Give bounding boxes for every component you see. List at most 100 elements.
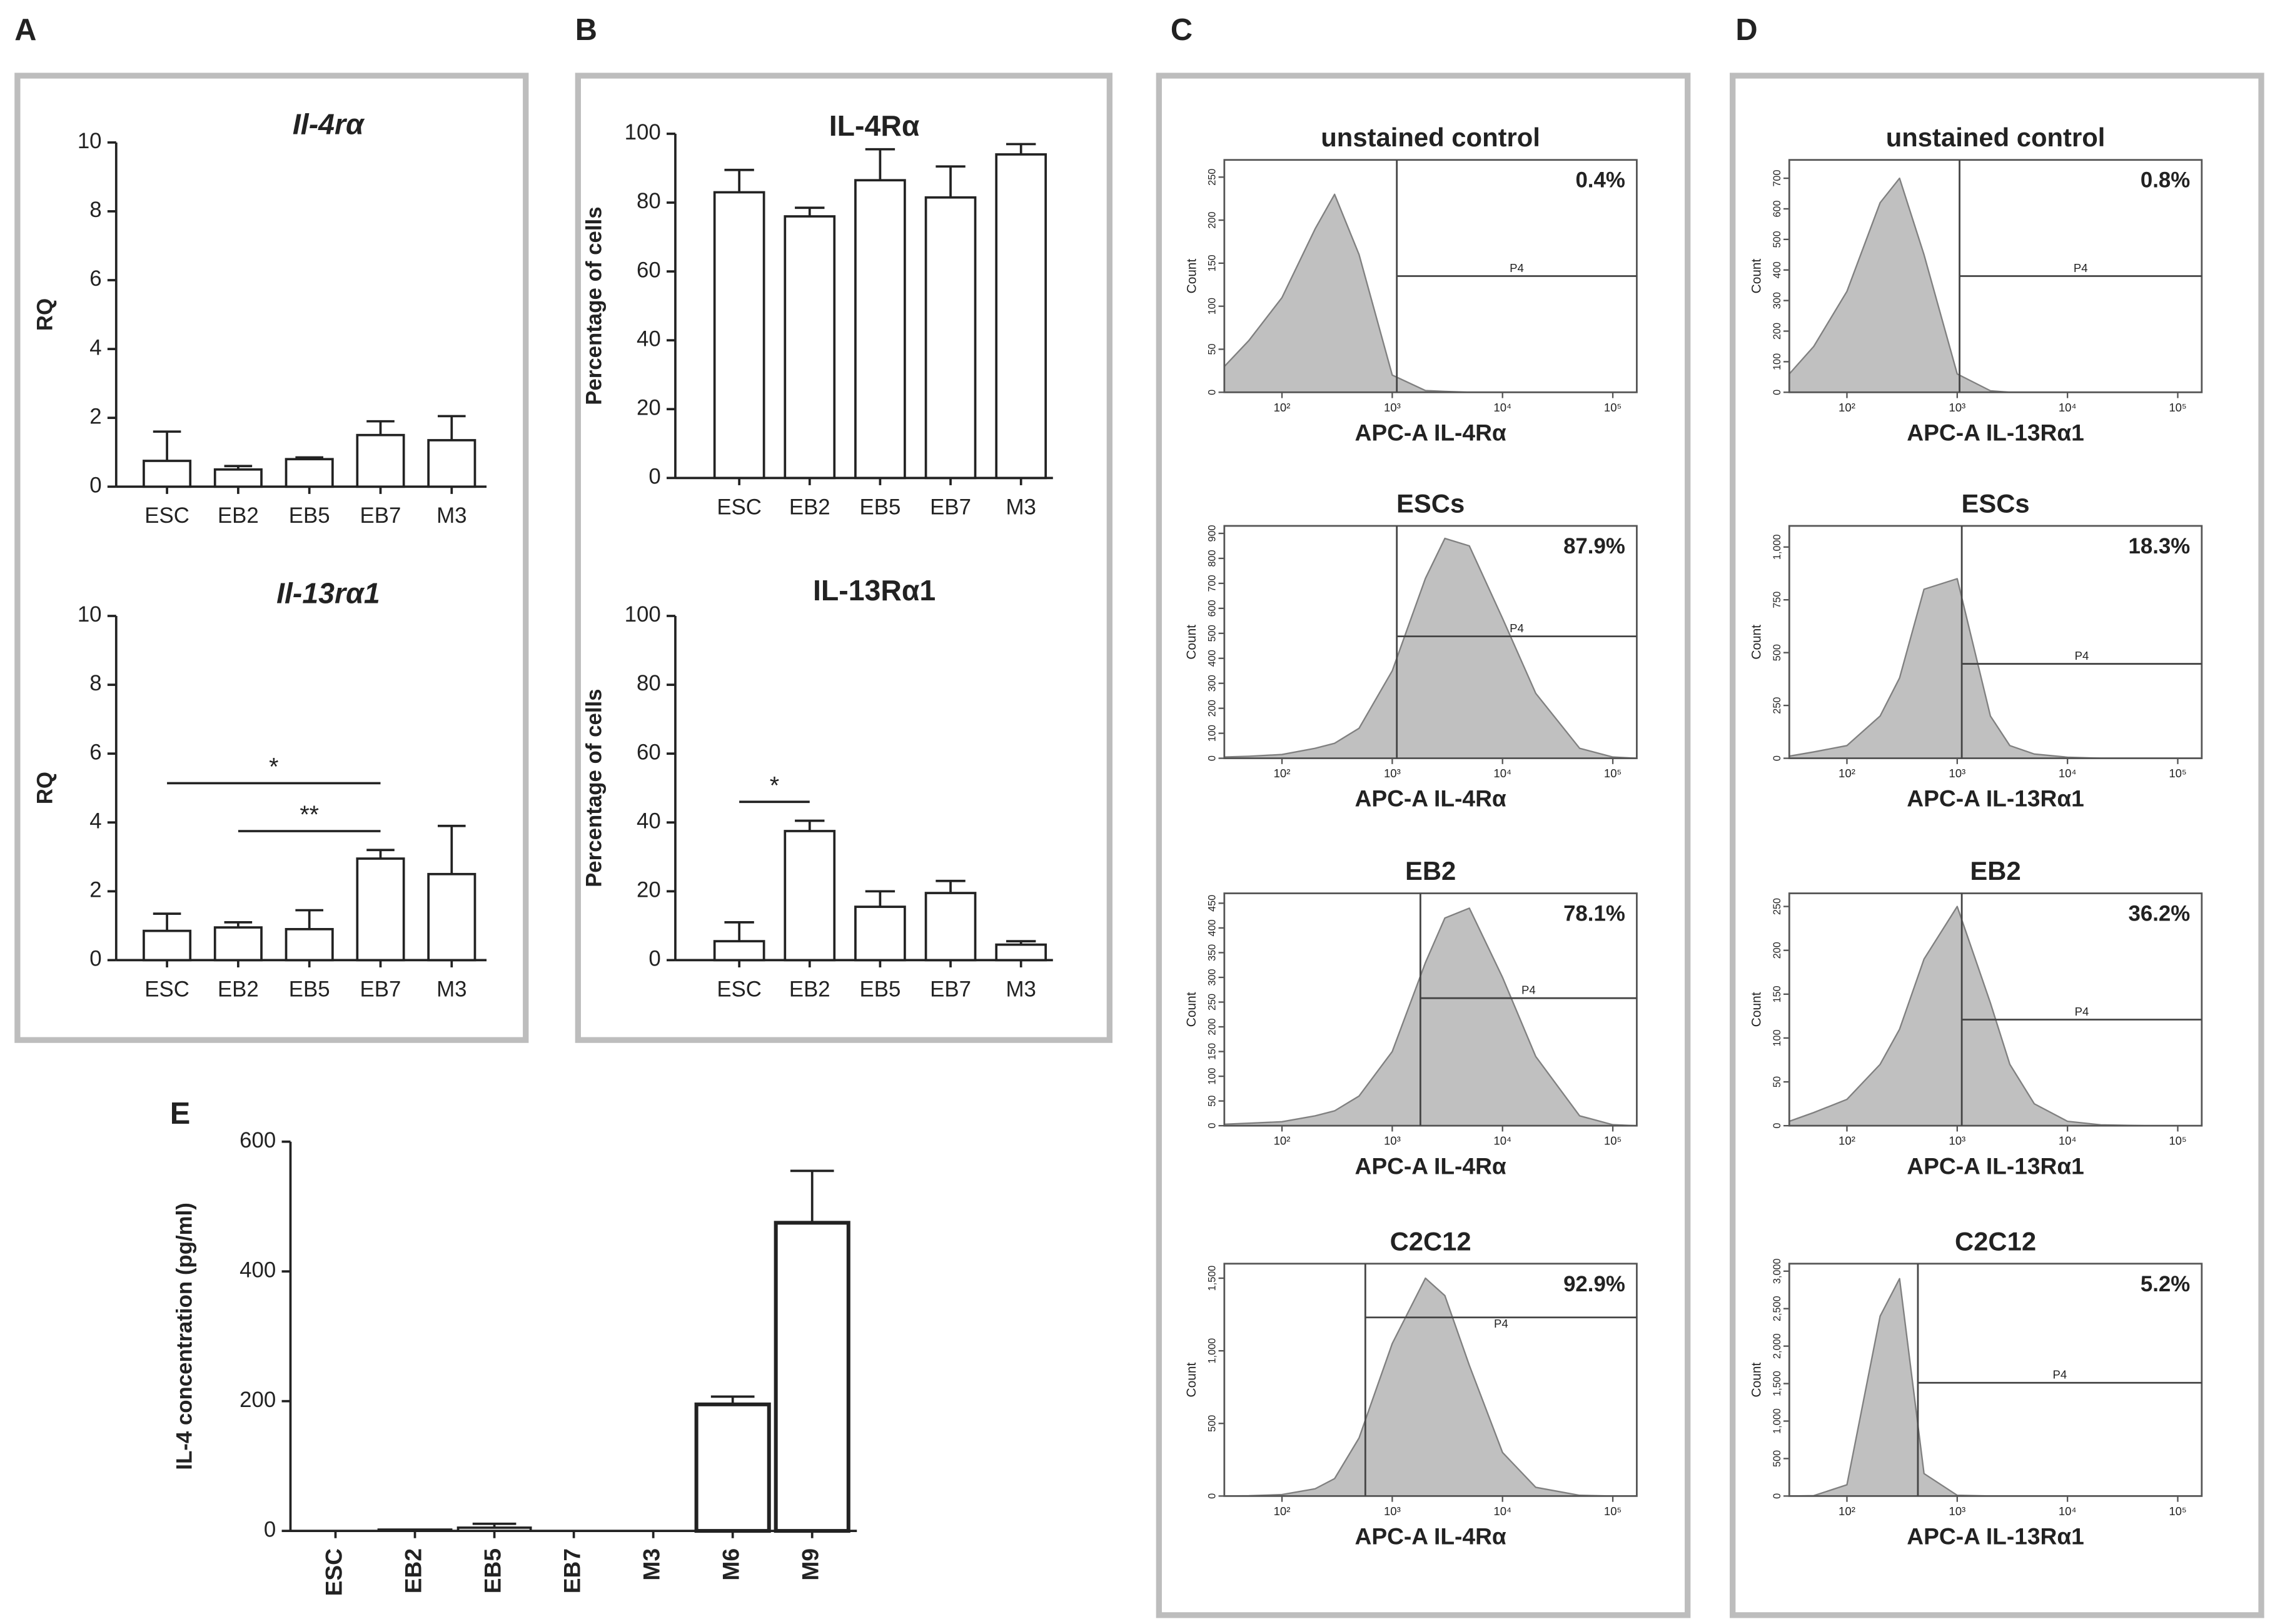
plot-title: C2C12 bbox=[1390, 1226, 1471, 1256]
y-tick-label: 100 bbox=[625, 602, 661, 627]
y-tick-label: 500 bbox=[1207, 625, 1218, 642]
y-tick-label: 1,000 bbox=[1772, 534, 1783, 560]
bar bbox=[143, 929, 192, 962]
plot-frame bbox=[1223, 525, 1638, 759]
y-tick-label: 0 bbox=[1207, 1493, 1218, 1499]
y-tick-label: 0 bbox=[1772, 390, 1783, 395]
y-tick-label: 250 bbox=[1772, 898, 1783, 915]
y-tick-label: 600 bbox=[1207, 600, 1218, 617]
x-tick-label: 10⁴ bbox=[1493, 401, 1511, 414]
gate-percent: 36.2% bbox=[2128, 902, 2190, 926]
y-tick-label: 500 bbox=[1207, 1415, 1218, 1432]
y-tick-label: 0 bbox=[648, 465, 660, 489]
x-tick-label: M3 bbox=[436, 977, 467, 1001]
x-tick-label: 10³ bbox=[1949, 1134, 1965, 1147]
y-tick-label: 250 bbox=[1207, 169, 1218, 186]
y-tick-label: 50 bbox=[1207, 343, 1218, 355]
y-tick-label: 3,000 bbox=[1772, 1258, 1783, 1284]
plot-frame bbox=[1788, 525, 2203, 759]
x-axis-label: APC-A IL-4Rα bbox=[1355, 1152, 1506, 1179]
x-tick-label: M3 bbox=[436, 503, 467, 528]
panel-frame bbox=[1730, 73, 2264, 1618]
y-axis-label: Count bbox=[1750, 625, 1764, 660]
x-tick-label: ESC bbox=[717, 495, 762, 519]
x-tick-label: 10² bbox=[1839, 401, 1855, 414]
plot-title: EB2 bbox=[1970, 856, 2020, 885]
histogram bbox=[1788, 177, 2201, 393]
x-tick-label: 10⁵ bbox=[2169, 1134, 2186, 1147]
histogram bbox=[1788, 905, 2201, 1127]
x-tick-label: M9 bbox=[797, 1548, 824, 1581]
y-tick-label: 500 bbox=[1772, 231, 1783, 248]
y-tick-label: 20 bbox=[637, 878, 661, 902]
x-tick-label: 10⁴ bbox=[1493, 767, 1511, 780]
plot-title: unstained control bbox=[1321, 123, 1540, 152]
y-tick-label: 0 bbox=[89, 473, 101, 497]
y-tick-label: 20 bbox=[637, 395, 661, 420]
x-tick-label: 10⁵ bbox=[1604, 767, 1622, 780]
x-tick-label: 10³ bbox=[1949, 767, 1965, 780]
y-tick-label: 600 bbox=[1772, 200, 1783, 217]
plot-title: C2C12 bbox=[1955, 1226, 2036, 1256]
bar bbox=[427, 439, 477, 488]
x-tick-label: ESC bbox=[144, 503, 189, 528]
y-tick-label: 6 bbox=[89, 740, 101, 764]
panel-label: A bbox=[14, 13, 36, 47]
y-tick-label: 800 bbox=[1207, 550, 1218, 567]
histogram bbox=[1788, 578, 2201, 759]
bar bbox=[694, 1402, 771, 1533]
y-tick-label: 0 bbox=[264, 1517, 276, 1541]
y-tick-label: 50 bbox=[1772, 1076, 1783, 1087]
bar bbox=[457, 1526, 532, 1532]
y-tick-label: 150 bbox=[1772, 986, 1783, 1002]
significance-label: * bbox=[269, 754, 278, 781]
y-tick-label: 0 bbox=[1207, 1123, 1218, 1129]
y-tick-label: 150 bbox=[1207, 255, 1218, 271]
x-tick-label: 10⁴ bbox=[2059, 1505, 2077, 1518]
x-tick-label: 10² bbox=[1274, 767, 1291, 780]
x-axis-label: APC-A IL-13Rα1 bbox=[1907, 1523, 2084, 1550]
gate-label: P4 bbox=[2075, 1005, 2089, 1018]
chart-title: IL-4Rα bbox=[829, 109, 920, 142]
y-axis-label: Count bbox=[1184, 1363, 1199, 1398]
x-tick-label: 10⁴ bbox=[1493, 1134, 1511, 1147]
x-tick-label: M3 bbox=[638, 1548, 664, 1581]
x-tick-label: ESC bbox=[717, 977, 762, 1001]
x-axis-label: APC-A IL-13Rα1 bbox=[1907, 419, 2084, 445]
y-tick-label: 300 bbox=[1207, 969, 1218, 986]
y-tick-label: 900 bbox=[1207, 525, 1218, 542]
y-tick-label: 50 bbox=[1207, 1096, 1218, 1107]
y-tick-label: 200 bbox=[1207, 1018, 1218, 1035]
y-tick-label: 0 bbox=[89, 947, 101, 971]
histogram bbox=[1223, 193, 1637, 393]
x-tick-label: 10³ bbox=[1384, 1134, 1401, 1147]
x-tick-label: 10⁴ bbox=[2059, 767, 2077, 780]
x-tick-label: 10² bbox=[1839, 767, 1855, 780]
gate-label: P4 bbox=[1521, 983, 1536, 996]
y-tick-label: 100 bbox=[1207, 725, 1218, 742]
bar bbox=[377, 1528, 453, 1532]
x-axis-label: APC-A IL-4Rα bbox=[1355, 1523, 1506, 1550]
y-axis-label: Count bbox=[1184, 992, 1199, 1027]
y-axis-label: IL-4 concentration (pg/ml) bbox=[172, 1203, 196, 1470]
histogram bbox=[1223, 907, 1637, 1127]
gate-percent: 78.1% bbox=[1563, 902, 1625, 926]
histogram bbox=[1223, 1277, 1637, 1497]
gate-percent: 92.9% bbox=[1563, 1272, 1625, 1296]
y-tick-label: 300 bbox=[1207, 675, 1218, 692]
x-tick-label: 10⁴ bbox=[2059, 1134, 2077, 1147]
y-tick-label: 700 bbox=[1772, 169, 1783, 186]
bar bbox=[774, 1221, 850, 1533]
y-axis-label: RQ bbox=[33, 772, 58, 804]
y-tick-label: 60 bbox=[637, 740, 661, 764]
y-tick-label: 60 bbox=[637, 258, 661, 282]
x-tick-label: 10⁵ bbox=[1604, 1505, 1622, 1518]
bar bbox=[854, 905, 906, 962]
y-tick-label: 750 bbox=[1772, 592, 1783, 608]
x-tick-label: EB2 bbox=[218, 503, 259, 528]
x-tick-label: 10³ bbox=[1949, 401, 1965, 414]
x-tick-label: EB5 bbox=[289, 503, 330, 528]
y-axis-label: Percentage of cells bbox=[582, 206, 606, 405]
y-tick-label: 200 bbox=[1772, 323, 1783, 340]
